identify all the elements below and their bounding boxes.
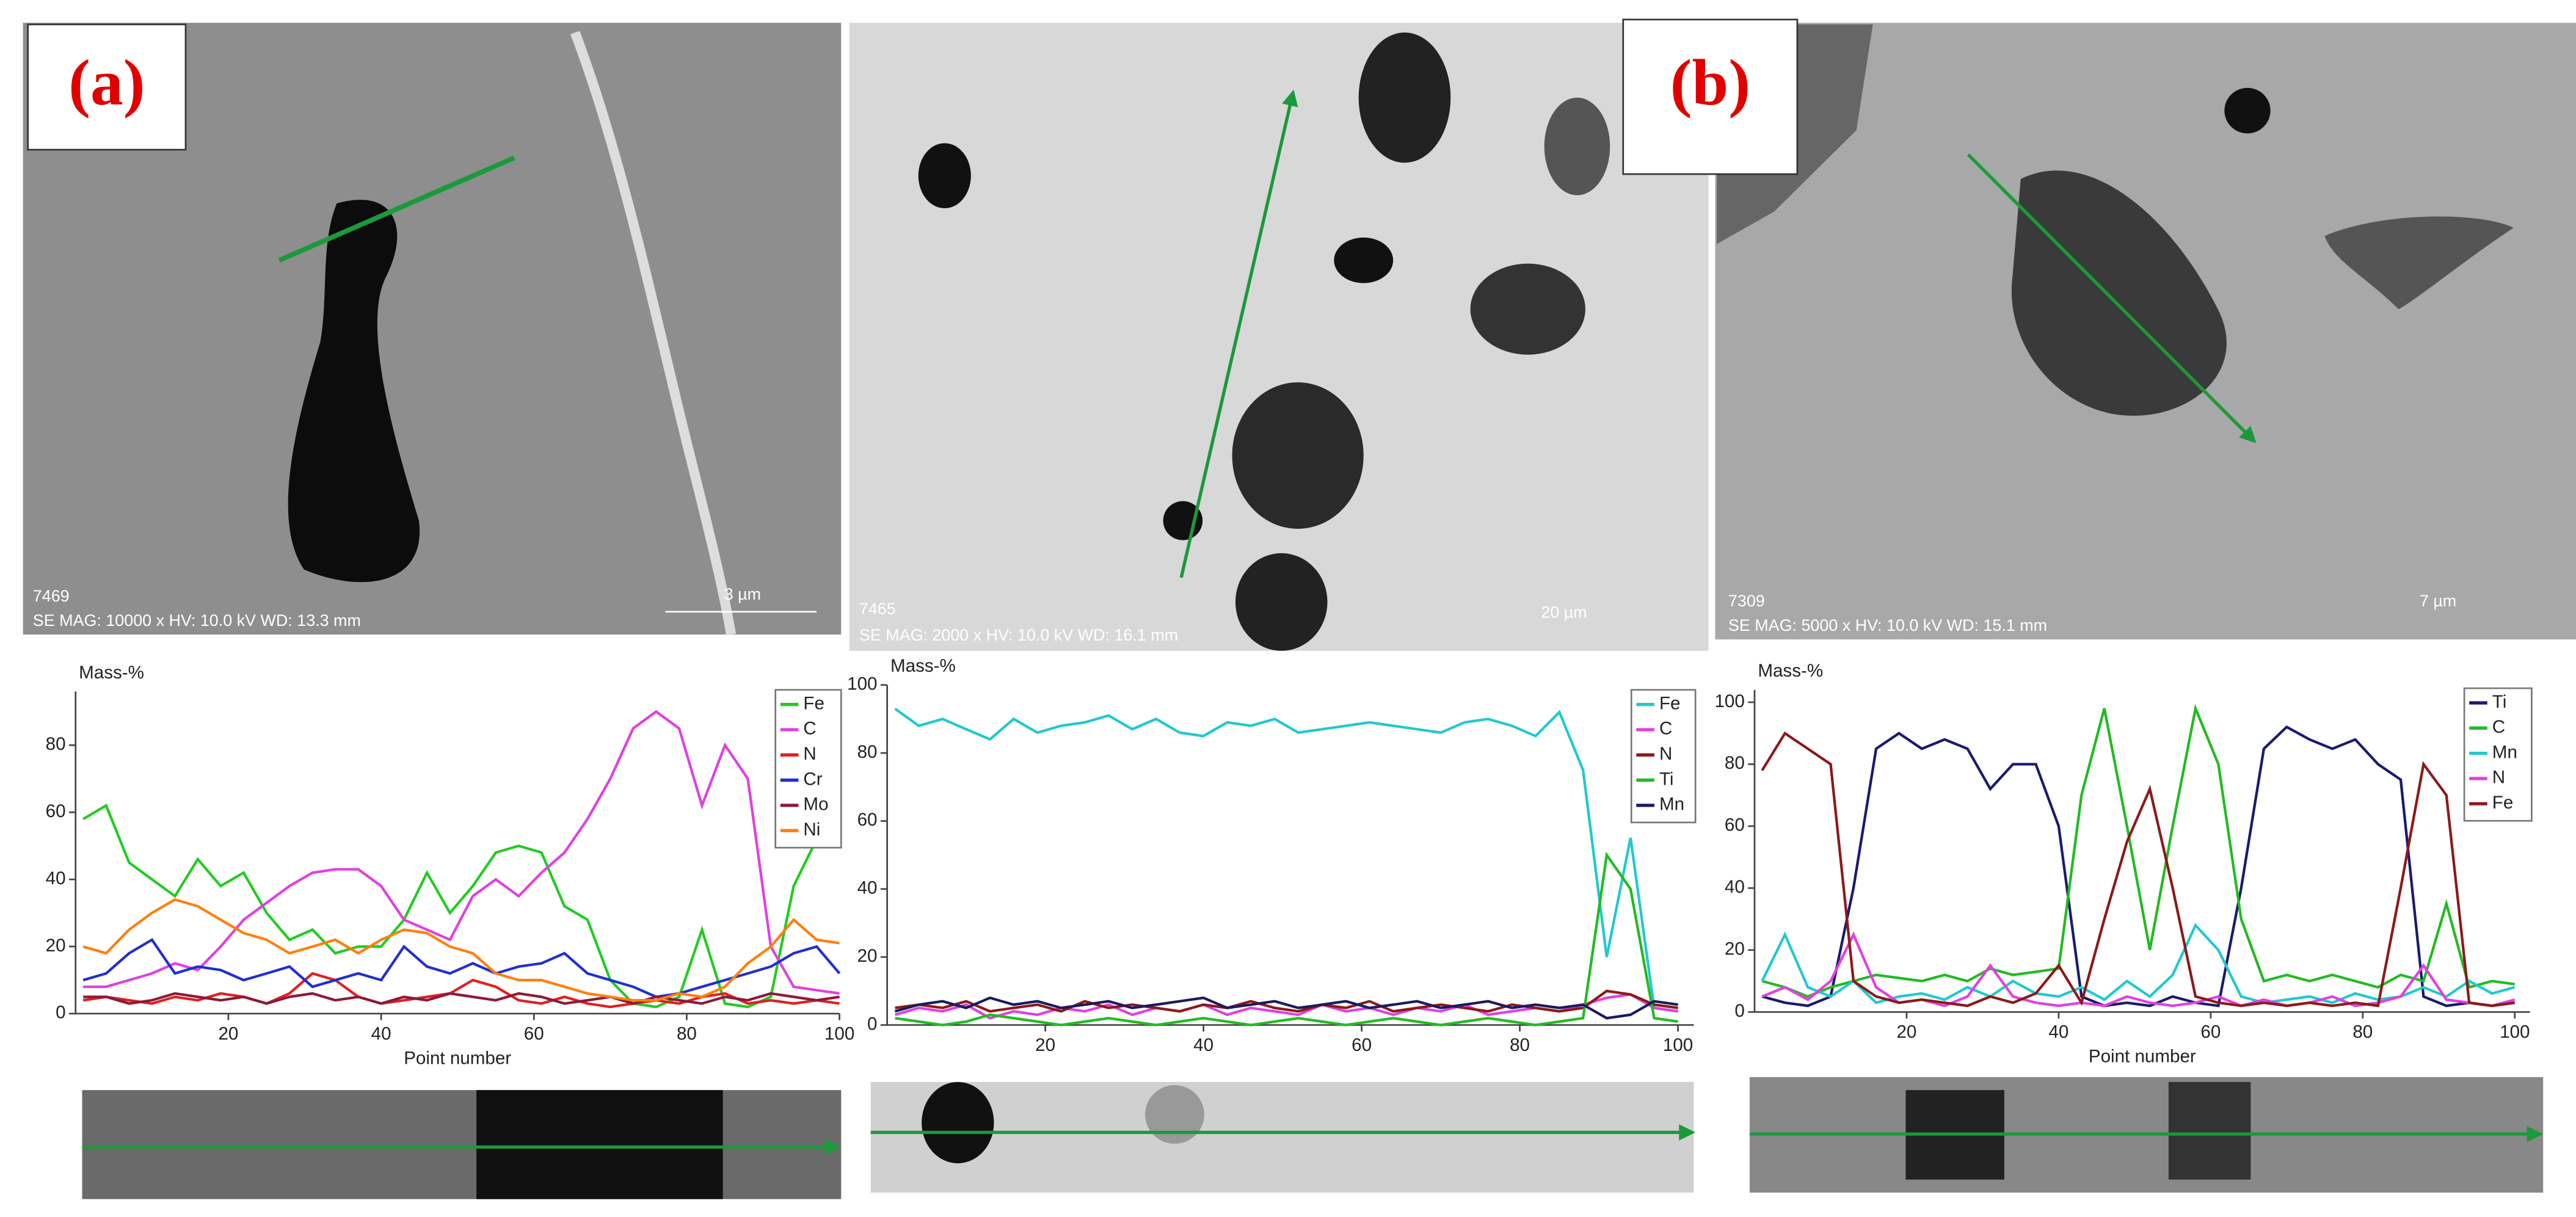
legend-label: Mn <box>1659 794 1684 815</box>
y-tick-label: 100 <box>1714 691 1744 711</box>
y-axis-title: Mass-% <box>79 663 144 683</box>
charts: Mass-% Point number 0 20 40 60 80 20 40 60 80 100 Fe… <box>46 656 2533 1068</box>
x-axis-title: Point number <box>2089 1047 2196 1067</box>
legend-label: Fe <box>803 694 824 714</box>
y-tick-label: 40 <box>857 878 878 898</box>
data-line <box>1761 923 2516 1004</box>
legend-label: C <box>1659 719 1672 739</box>
image-info: SE MAG: 5000 x HV: 10.0 kV WD: 15.1 mm <box>1728 616 2047 634</box>
sem-image-middle: 7465 SE MAG: 2000 x HV: 10.0 kV WD: 16.1… <box>849 23 1709 651</box>
y-tick-label: 60 <box>1725 815 1745 835</box>
axes <box>1753 689 2530 1013</box>
y-tick-label: 60 <box>857 810 878 830</box>
y-tick-label: 60 <box>46 801 66 821</box>
legend-label: Fe <box>1659 694 1681 714</box>
data-line <box>894 707 1678 1013</box>
line-scan-strips <box>82 1077 2544 1199</box>
data-line <box>82 898 840 1002</box>
data-line <box>1761 931 2516 1008</box>
x-tick-label: 60 <box>524 1023 544 1044</box>
legend-label: Ni <box>803 819 820 840</box>
sem-image-b: (b) 7309 SE MAG: 5000 x HV: 10.0 kV WD: … <box>1622 18 2576 640</box>
legend-label: N <box>1659 744 1672 764</box>
data-line <box>894 993 1678 1020</box>
x-tick-label: 80 <box>677 1023 697 1044</box>
legend-label: Mo <box>803 794 828 815</box>
legend-label: Ti <box>1659 769 1674 789</box>
data-line <box>894 996 1678 1020</box>
data-line <box>83 710 840 995</box>
x-axis-title: Point number <box>404 1048 511 1068</box>
y-tick-label: 0 <box>1734 1001 1744 1021</box>
data-line <box>82 972 840 1009</box>
data-line <box>1761 703 2515 998</box>
y-tick-label: 40 <box>46 868 66 888</box>
legend-label: N <box>2492 768 2505 788</box>
scale-bar-label: 7 µm <box>2420 592 2456 610</box>
data-line <box>83 992 840 1005</box>
x-tick-label: 100 <box>824 1023 854 1044</box>
image-id: 7469 <box>33 587 70 605</box>
image-info: SE MAG: 10000 x HV: 10.0 kV WD: 13.3 mm <box>33 611 361 630</box>
y-tick-label: 20 <box>1725 939 1745 959</box>
image-id: 7465 <box>859 600 896 618</box>
axes <box>886 685 1694 1026</box>
x-tick-label: 20 <box>1896 1022 1916 1042</box>
scale-bar-label: 3 µm <box>724 585 761 603</box>
panel-label: (b) <box>1670 47 1750 118</box>
x-tick-label: 80 <box>2352 1022 2373 1042</box>
y-axis-title: Mass-% <box>1758 661 1823 681</box>
legend-label: C <box>803 719 816 739</box>
x-tick-label: 60 <box>2200 1022 2221 1042</box>
data-line <box>82 804 841 1009</box>
x-tick-label: 100 <box>1663 1035 1693 1055</box>
data-line <box>895 851 1678 1026</box>
sem-image-a: (a) 7469 SE MAG: 10000 x HV: 10.0 kV WD:… <box>23 23 842 636</box>
x-tick-label: 60 <box>1352 1035 1372 1055</box>
data-line <box>82 938 841 998</box>
y-tick-label: 40 <box>1725 877 1745 897</box>
image-id: 7309 <box>1728 592 1765 610</box>
legend-label: Ti <box>2492 692 2507 712</box>
legend-label: Fe <box>2492 793 2514 813</box>
y-tick-label: 80 <box>857 742 878 762</box>
x-tick-label: 100 <box>2500 1022 2530 1042</box>
legend-label: C <box>2492 717 2505 737</box>
x-tick-label: 20 <box>218 1023 238 1044</box>
y-tick-label: 100 <box>847 674 877 694</box>
x-tick-label: 20 <box>1035 1035 1055 1055</box>
x-tick-label: 40 <box>371 1023 391 1044</box>
legend-box <box>774 689 842 849</box>
scale-bar-label: 20 µm <box>1541 603 1587 622</box>
y-tick-label: 20 <box>46 935 66 956</box>
y-tick-label: 80 <box>46 734 66 754</box>
y-tick-label: 0 <box>56 1003 65 1023</box>
y-tick-label: 0 <box>867 1014 877 1034</box>
x-tick-label: 40 <box>2048 1022 2068 1042</box>
image-info: SE MAG: 2000 x HV: 10.0 kV WD: 16.1 mm <box>859 626 1178 644</box>
axes <box>75 691 840 1015</box>
y-tick-label: 80 <box>1725 753 1745 773</box>
y-axis-title: Mass-% <box>890 656 956 676</box>
y-tick-label: 20 <box>857 946 878 966</box>
data-line <box>1761 731 2515 1008</box>
x-tick-label: 80 <box>1510 1035 1530 1055</box>
legend-label: Cr <box>803 769 822 789</box>
legend-label: N <box>803 744 816 764</box>
panel-label: (a) <box>68 47 145 118</box>
data-line <box>1761 725 2515 1008</box>
x-tick-label: 40 <box>1193 1035 1213 1055</box>
legend-label: Mn <box>2492 743 2517 763</box>
data-line <box>895 989 1678 1013</box>
